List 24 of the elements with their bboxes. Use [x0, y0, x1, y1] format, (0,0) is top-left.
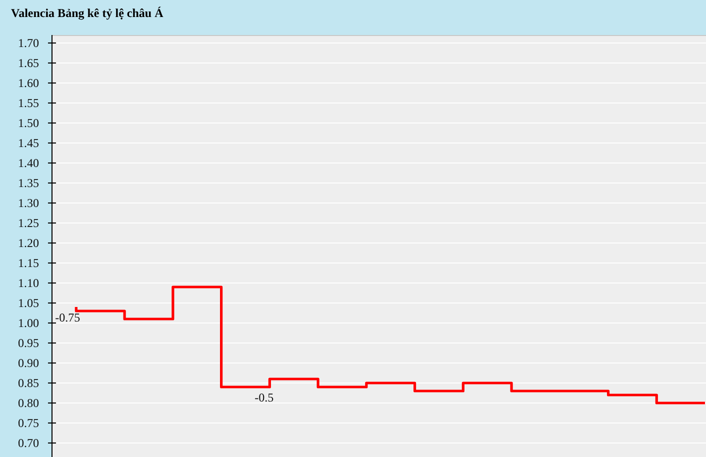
y-tick-label: 1.05 — [18, 296, 39, 310]
y-tick-label: 0.85 — [18, 376, 39, 390]
y-tick-label: 0.90 — [18, 356, 39, 370]
y-tick-label: 1.10 — [18, 276, 39, 290]
y-tick-label: 0.95 — [18, 336, 39, 350]
y-tick-label: 1.70 — [18, 36, 39, 50]
annotation: -0.5 — [254, 390, 274, 404]
y-tick-label: 1.65 — [18, 56, 39, 70]
y-tick-label: 0.75 — [18, 416, 39, 430]
y-tick-label: 1.30 — [18, 196, 39, 210]
y-tick-label: 1.20 — [18, 236, 39, 250]
y-tick-label: 0.80 — [18, 396, 39, 410]
y-tick-label: 0.70 — [18, 436, 39, 450]
chart-title: Valencia Bảng kê tỷ lệ châu Á — [11, 6, 164, 20]
y-tick-label: 1.40 — [18, 156, 39, 170]
y-tick-label: 1.55 — [18, 96, 39, 110]
y-tick-label: 1.00 — [18, 316, 39, 330]
y-tick-label: 1.35 — [18, 176, 39, 190]
y-tick-label: 1.50 — [18, 116, 39, 130]
y-tick-label: 1.15 — [18, 256, 39, 270]
y-tick-label: 1.45 — [18, 136, 39, 150]
y-tick-label: 1.25 — [18, 216, 39, 230]
y-tick-label: 1.60 — [18, 76, 39, 90]
annotation: -0.75 — [55, 310, 80, 324]
